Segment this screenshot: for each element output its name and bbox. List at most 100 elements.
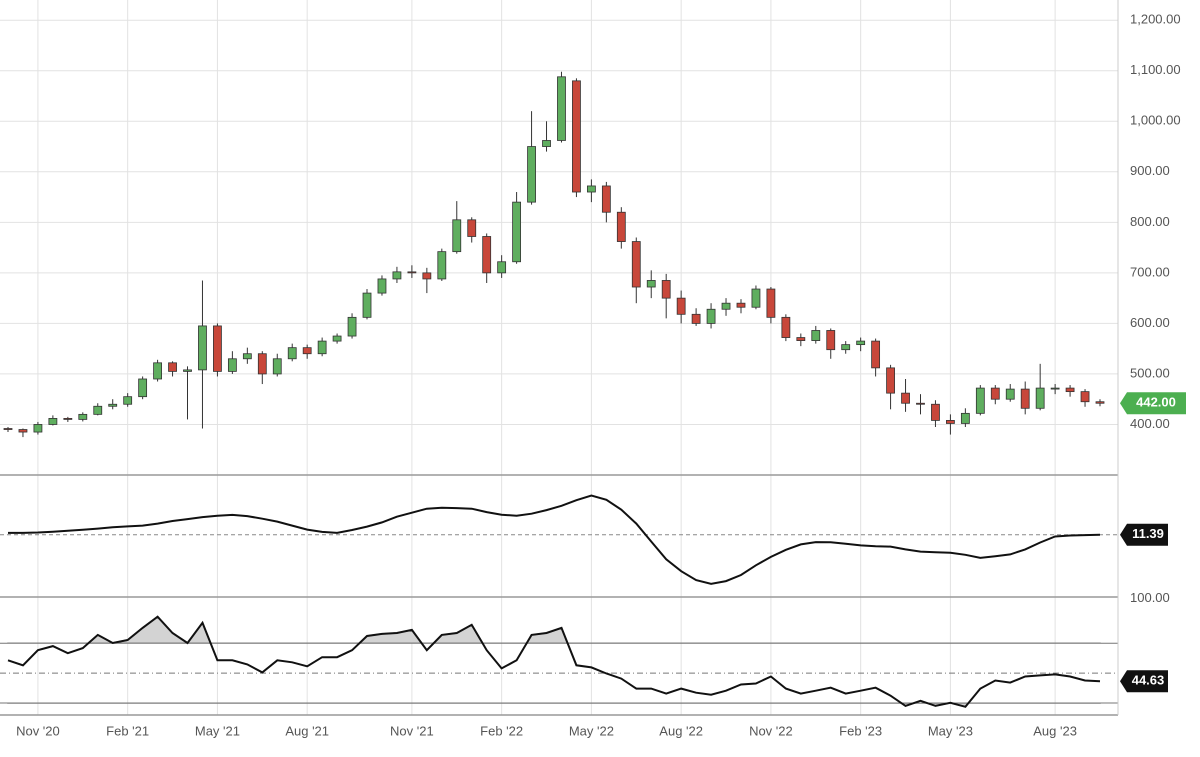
candle-body (826, 330, 836, 351)
candle-body (287, 347, 297, 360)
candle-body (63, 418, 73, 420)
x-tick-label: Nov '20 (16, 723, 60, 738)
candle-body (213, 325, 222, 372)
y-tick-label: 900.00 (1130, 163, 1170, 178)
candle-body (108, 403, 118, 407)
last-value-box (1120, 523, 1168, 546)
last-value-box (1120, 670, 1168, 693)
candle-body (48, 418, 58, 425)
x-tick-label: Aug '23 (1033, 723, 1077, 738)
candle-body (557, 76, 566, 141)
last-price-label: 442.00 (1136, 395, 1176, 410)
last-price-box (1120, 392, 1186, 415)
candle-body (631, 241, 641, 288)
y-tick-label: 1,100.00 (1130, 62, 1181, 77)
candle-body (766, 288, 776, 318)
x-tick-label: May '23 (928, 723, 973, 738)
candle-body (841, 344, 851, 351)
candle-body (317, 340, 327, 355)
candle-body (691, 313, 701, 324)
candle-body (542, 140, 551, 147)
candle-body (901, 392, 910, 404)
candle-body (886, 367, 895, 394)
x-tick-label: Nov '22 (749, 723, 793, 738)
candle-body (527, 146, 536, 203)
candle-body (78, 413, 88, 420)
indicator-line (7, 615, 1101, 708)
candle-body (706, 308, 716, 324)
candle-body (1020, 388, 1030, 409)
candle-body (736, 302, 746, 308)
candle-body (661, 280, 671, 299)
y-tick-label: 1,000.00 (1130, 113, 1181, 128)
candle-body (183, 369, 192, 372)
candle-body (437, 251, 447, 280)
y-tick-label: 400.00 (1130, 416, 1170, 431)
candle-body (332, 335, 342, 342)
candle-body (916, 402, 925, 405)
candle-body (497, 261, 507, 274)
candle-body (960, 412, 970, 424)
candle-body (1095, 401, 1105, 404)
x-tick-label: Feb '23 (839, 723, 882, 738)
x-tick-label: May '21 (195, 723, 240, 738)
candle-body (227, 358, 237, 372)
candle-body (616, 211, 626, 242)
y-tick-label: 800.00 (1130, 214, 1170, 229)
candle-body (257, 353, 267, 375)
x-tick-label: Aug '22 (659, 723, 703, 738)
indicator-line (8, 494, 1101, 585)
candle-body (721, 302, 731, 310)
last-value-label: 11.39 (1132, 526, 1164, 541)
candle-body (93, 405, 103, 415)
x-tick-label: May '22 (569, 723, 614, 738)
candle-body (452, 219, 462, 253)
candle-body (482, 236, 492, 274)
candle-body (946, 420, 955, 424)
candle-body (272, 358, 282, 375)
candle-body (646, 280, 656, 288)
candle-body (362, 292, 372, 318)
candle-body (18, 429, 28, 433)
candle-body (975, 387, 985, 414)
candle-body (871, 340, 881, 369)
candle-body (153, 362, 162, 380)
candle-body (931, 403, 940, 421)
candle-body (407, 271, 417, 274)
candle-body (1050, 387, 1060, 390)
last-value-label: 44.63 (1132, 673, 1165, 688)
candle-body (512, 201, 522, 263)
candle-body (33, 424, 43, 433)
candle-body (811, 330, 821, 341)
candle-body (1035, 387, 1045, 409)
y-tick-label: 100.00 (1130, 590, 1170, 605)
x-tick-label: Aug '21 (285, 723, 329, 738)
candle-body (347, 316, 357, 337)
candle-body (467, 219, 477, 237)
candle-body (242, 353, 252, 360)
candle-body (168, 362, 177, 372)
candle-body (123, 396, 133, 405)
y-tick-label: 700.00 (1130, 264, 1170, 279)
candle-body (601, 185, 611, 213)
candle-body (198, 325, 207, 371)
x-tick-label: Feb '22 (480, 723, 523, 738)
candle-body (138, 378, 148, 398)
candle-body (796, 337, 806, 341)
candle-body (422, 272, 432, 280)
candle-body (392, 271, 402, 280)
candle-body (586, 185, 596, 193)
candle-body (1080, 391, 1090, 403)
candle-body (1005, 388, 1015, 400)
candle-body (676, 297, 686, 315)
candle-body (990, 387, 1000, 400)
candle-body (1065, 387, 1075, 393)
y-tick-label: 500.00 (1130, 365, 1170, 380)
candle-body (751, 288, 761, 308)
candle-body (302, 347, 312, 355)
y-tick-label: 600.00 (1130, 315, 1170, 330)
x-tick-label: Nov '21 (390, 723, 434, 738)
x-tick-label: Feb '21 (106, 723, 149, 738)
